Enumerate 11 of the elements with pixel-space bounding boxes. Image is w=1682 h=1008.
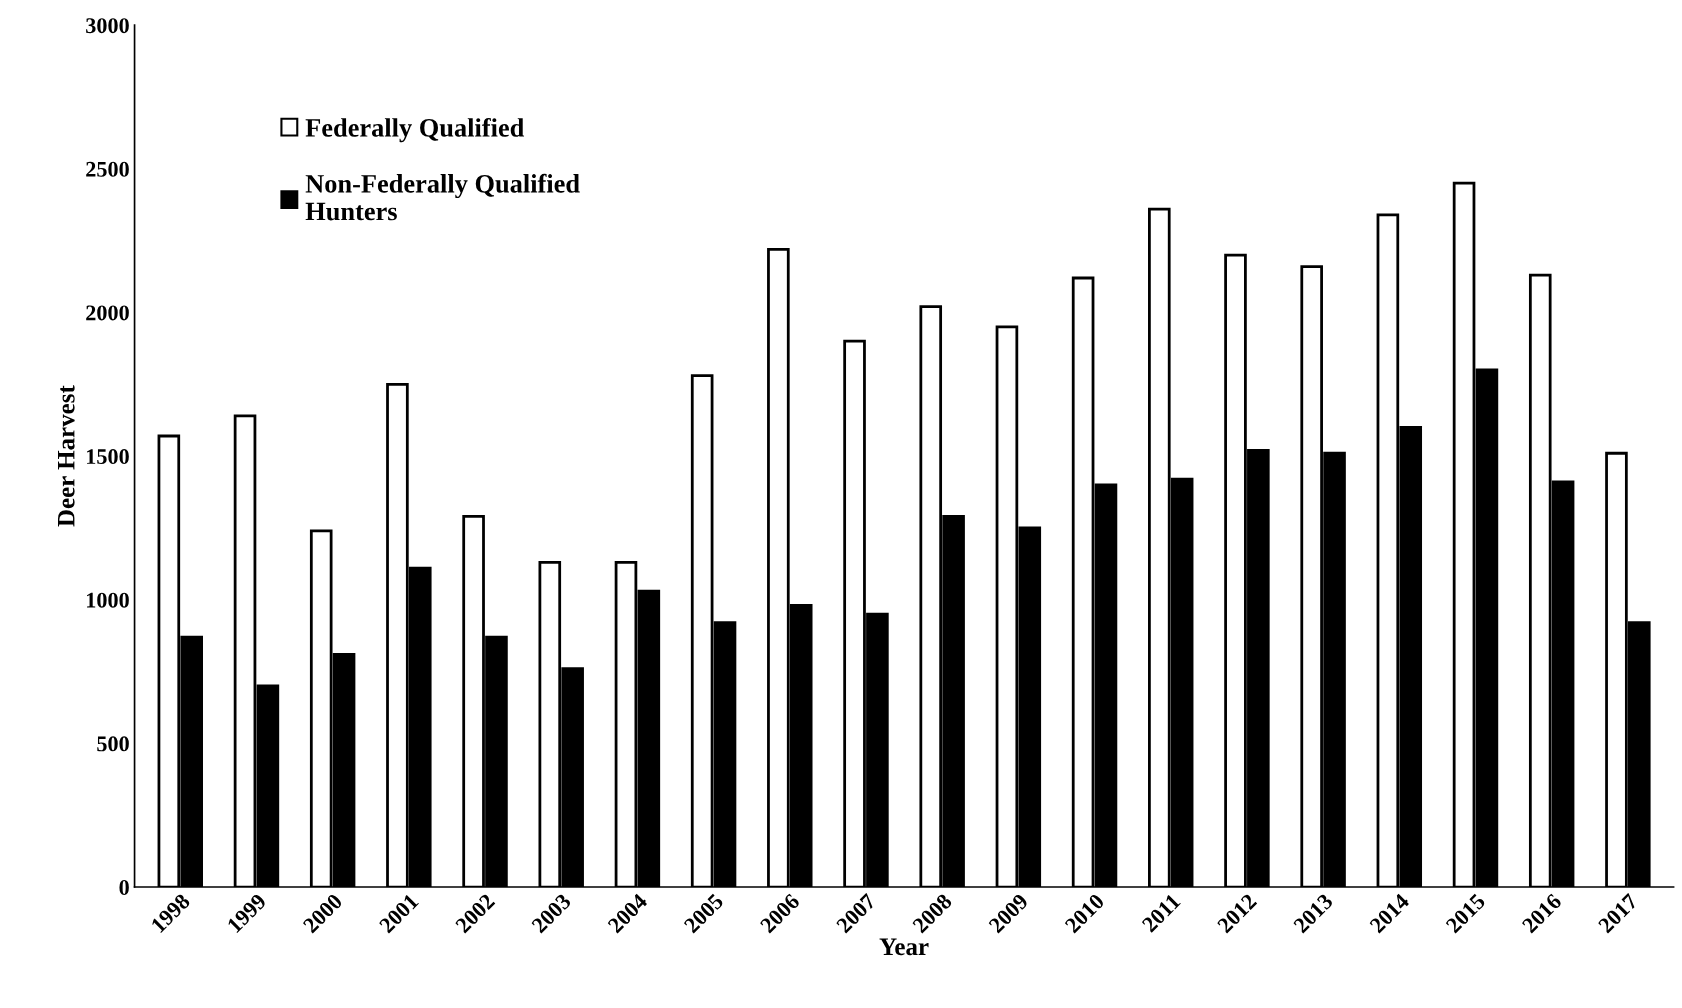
legend-label: Non-Federally Qualified Hunters <box>305 173 580 221</box>
y-tick-label: 2500 <box>86 161 129 177</box>
y-tick-label: 0 <box>119 879 129 895</box>
y-tick-label: 500 <box>97 736 129 752</box>
legend-label: Federally Qualified <box>305 117 525 143</box>
y-tick-label: 1500 <box>87 449 129 465</box>
y-tick-label: 3000 <box>86 18 129 34</box>
y-axis-title: Deer Harvest <box>58 385 75 527</box>
y-tick-label: 2000 <box>86 305 129 321</box>
y-tick-label: 1000 <box>87 592 129 608</box>
x-axis-title: Year <box>879 938 929 956</box>
